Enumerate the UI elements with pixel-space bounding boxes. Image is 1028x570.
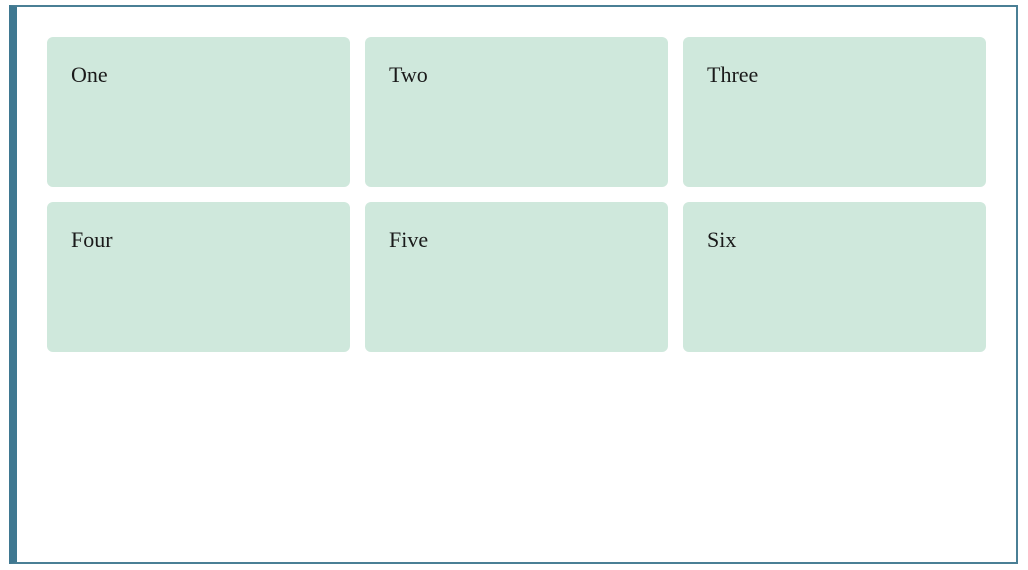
- card-label: Two: [389, 62, 428, 87]
- card-label: Three: [707, 62, 759, 87]
- card-label: Five: [389, 227, 429, 252]
- card-four: Four: [47, 202, 350, 352]
- card-grid: One Two Three Four Five Six: [47, 37, 986, 352]
- card-five: Five: [365, 202, 668, 352]
- card-six: Six: [683, 202, 986, 352]
- card-label: Six: [707, 227, 737, 252]
- card-label: Four: [71, 227, 113, 252]
- card-label: One: [71, 62, 108, 87]
- card-one: One: [47, 37, 350, 187]
- grid-container-frame: One Two Three Four Five Six: [9, 5, 1018, 564]
- card-two: Two: [365, 37, 668, 187]
- card-three: Three: [683, 37, 986, 187]
